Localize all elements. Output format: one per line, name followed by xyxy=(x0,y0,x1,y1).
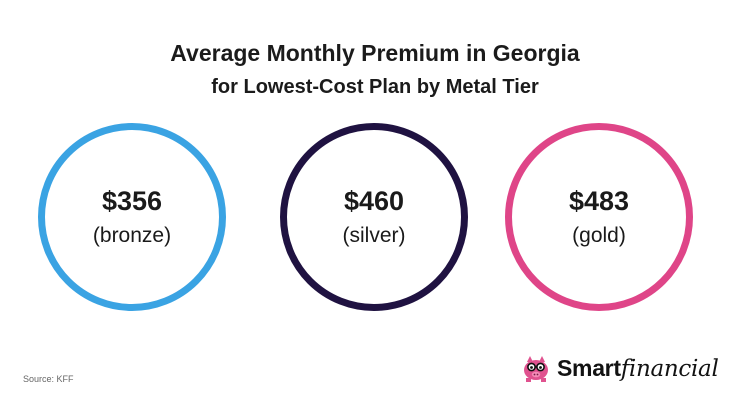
brand-name-smart: Smart xyxy=(557,354,621,381)
gold-circle: $483 (gold) xyxy=(505,123,693,311)
gold-label: (gold) xyxy=(572,224,626,247)
smartfinancial-logo: Smartfinancial xyxy=(521,350,719,386)
title-line-1: Average Monthly Premium in Georgia xyxy=(170,40,580,66)
source-note: Source: KFF xyxy=(23,374,74,384)
bronze-label: (bronze) xyxy=(92,224,172,247)
silver-circle: $460 (silver) xyxy=(280,123,468,311)
chart-title: Average Monthly Premium in Georgia for L… xyxy=(0,36,750,104)
bronze-amount: $356 xyxy=(101,186,163,216)
brand-name-financial: financial xyxy=(620,355,719,382)
bronze-circle: $356 (bronze) xyxy=(38,123,226,311)
silver-label: (silver) xyxy=(342,224,406,247)
silver-amount: $460 xyxy=(343,186,405,216)
gold-amount: $483 xyxy=(568,186,630,216)
brand-name: Smartfinancial xyxy=(557,355,719,382)
title-line-2: for Lowest-Cost Plan by Metal Tier xyxy=(211,76,539,98)
piggy-bank-icon xyxy=(524,356,548,382)
